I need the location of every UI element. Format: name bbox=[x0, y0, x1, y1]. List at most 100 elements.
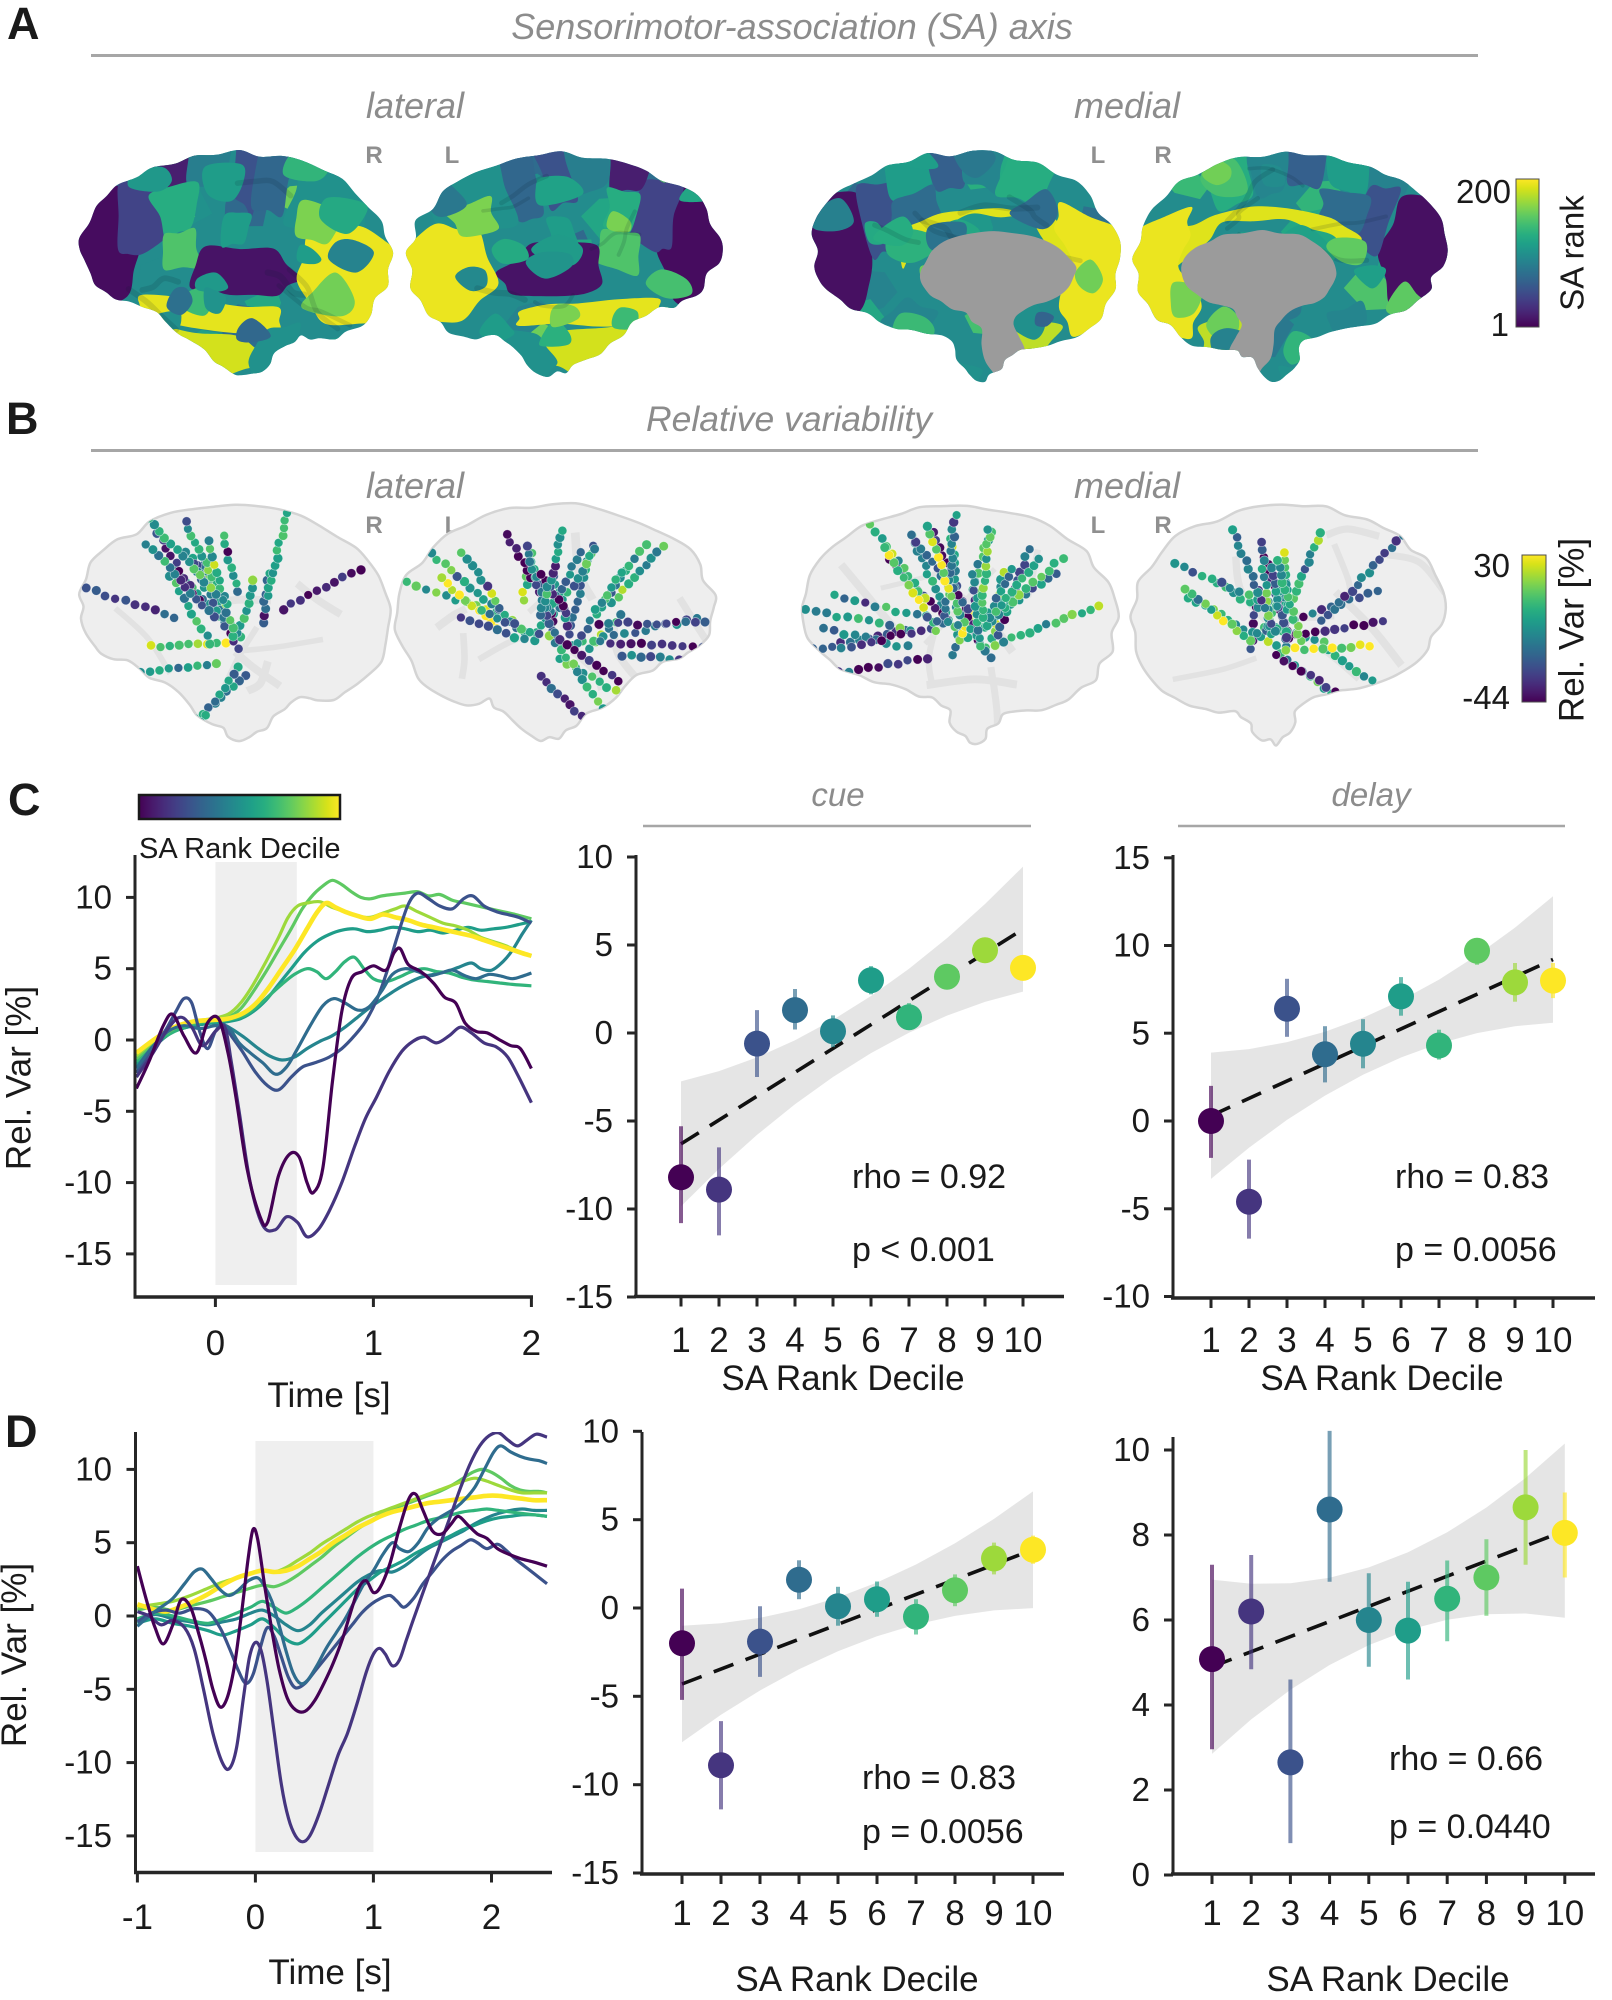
svg-text:D: D bbox=[5, 1406, 38, 1457]
svg-text:-10: -10 bbox=[565, 1190, 613, 1227]
svg-text:-5: -5 bbox=[590, 1677, 619, 1714]
svg-text:-15: -15 bbox=[571, 1854, 619, 1891]
svg-text:5: 5 bbox=[823, 1321, 842, 1360]
svg-text:R: R bbox=[1154, 512, 1171, 539]
svg-text:7: 7 bbox=[1437, 1894, 1456, 1933]
svg-text:5: 5 bbox=[1353, 1321, 1372, 1360]
svg-text:-15: -15 bbox=[565, 1278, 613, 1315]
svg-text:5: 5 bbox=[601, 1501, 619, 1538]
svg-text:rho = 0.83: rho = 0.83 bbox=[1395, 1158, 1549, 1196]
svg-text:1: 1 bbox=[1491, 306, 1509, 343]
svg-text:7: 7 bbox=[899, 1321, 918, 1360]
svg-text:4: 4 bbox=[785, 1321, 804, 1360]
svg-text:0: 0 bbox=[601, 1589, 619, 1626]
svg-text:8: 8 bbox=[1477, 1894, 1496, 1933]
svg-text:A: A bbox=[7, 0, 40, 49]
svg-text:30: 30 bbox=[1473, 547, 1510, 584]
svg-text:0: 0 bbox=[1132, 1856, 1150, 1893]
svg-text:Rel. Var [%]: Rel. Var [%] bbox=[0, 986, 39, 1170]
svg-text:2: 2 bbox=[709, 1321, 728, 1360]
svg-text:1: 1 bbox=[671, 1321, 690, 1360]
svg-text:8: 8 bbox=[945, 1894, 964, 1933]
svg-text:-5: -5 bbox=[83, 1092, 112, 1129]
svg-text:Rel. Var [%]: Rel. Var [%] bbox=[1553, 538, 1592, 722]
svg-text:SA Rank Decile: SA Rank Decile bbox=[139, 833, 341, 865]
svg-text:5: 5 bbox=[1132, 1014, 1150, 1051]
svg-text:-10: -10 bbox=[64, 1744, 112, 1781]
svg-text:2: 2 bbox=[1239, 1321, 1258, 1360]
svg-text:5: 5 bbox=[94, 1524, 112, 1561]
svg-text:9: 9 bbox=[975, 1321, 994, 1360]
svg-text:4: 4 bbox=[1132, 1686, 1150, 1723]
svg-text:1: 1 bbox=[672, 1894, 691, 1933]
svg-text:delay: delay bbox=[1332, 776, 1413, 813]
svg-text:-5: -5 bbox=[1121, 1190, 1150, 1227]
svg-text:Time [s]: Time [s] bbox=[268, 1953, 391, 1992]
svg-text:6: 6 bbox=[867, 1894, 886, 1933]
svg-text:6: 6 bbox=[1132, 1601, 1150, 1638]
svg-text:0: 0 bbox=[1132, 1102, 1150, 1139]
svg-text:Time [s]: Time [s] bbox=[267, 1376, 390, 1415]
svg-text:10: 10 bbox=[1113, 927, 1150, 964]
svg-text:-44: -44 bbox=[1462, 679, 1510, 716]
svg-text:4: 4 bbox=[1320, 1894, 1339, 1933]
svg-text:-10: -10 bbox=[571, 1766, 619, 1803]
svg-text:2: 2 bbox=[711, 1894, 730, 1933]
svg-text:Relative variability: Relative variability bbox=[646, 399, 934, 439]
svg-text:3: 3 bbox=[1281, 1894, 1300, 1933]
svg-text:9: 9 bbox=[1505, 1321, 1524, 1360]
svg-text:SA Rank Decile: SA Rank Decile bbox=[1266, 1960, 1509, 1999]
svg-text:0: 0 bbox=[595, 1014, 613, 1051]
svg-text:10: 10 bbox=[1534, 1321, 1573, 1360]
svg-text:2: 2 bbox=[1241, 1894, 1260, 1933]
svg-text:rho = 0.92: rho = 0.92 bbox=[852, 1158, 1006, 1196]
svg-text:rho = 0.66: rho = 0.66 bbox=[1389, 1740, 1543, 1778]
svg-text:C: C bbox=[8, 774, 41, 825]
svg-text:2: 2 bbox=[482, 1898, 501, 1937]
svg-text:10: 10 bbox=[576, 838, 613, 875]
svg-text:6: 6 bbox=[1391, 1321, 1410, 1360]
svg-text:Rel. Var [%]: Rel. Var [%] bbox=[0, 1563, 34, 1747]
svg-text:1: 1 bbox=[1202, 1894, 1221, 1933]
svg-text:L: L bbox=[445, 142, 460, 169]
svg-text:1: 1 bbox=[1201, 1321, 1220, 1360]
svg-text:0: 0 bbox=[94, 1597, 112, 1634]
svg-text:3: 3 bbox=[747, 1321, 766, 1360]
svg-text:2: 2 bbox=[522, 1324, 541, 1363]
svg-text:8: 8 bbox=[937, 1321, 956, 1360]
svg-text:200: 200 bbox=[1456, 173, 1511, 210]
svg-text:0: 0 bbox=[246, 1898, 265, 1937]
svg-text:lateral: lateral bbox=[366, 465, 465, 506]
svg-text:5: 5 bbox=[1359, 1894, 1378, 1933]
svg-text:8: 8 bbox=[1467, 1321, 1486, 1360]
svg-text:8: 8 bbox=[1132, 1516, 1150, 1553]
svg-text:5: 5 bbox=[828, 1894, 847, 1933]
svg-text:SA rank: SA rank bbox=[1554, 195, 1591, 311]
svg-text:L: L bbox=[1091, 512, 1106, 539]
svg-text:lateral: lateral bbox=[366, 85, 465, 126]
svg-text:medial: medial bbox=[1074, 465, 1181, 506]
svg-text:medial: medial bbox=[1074, 85, 1181, 126]
svg-text:R: R bbox=[1154, 142, 1171, 169]
svg-text:B: B bbox=[6, 393, 39, 444]
svg-text:1: 1 bbox=[364, 1324, 383, 1363]
svg-text:-10: -10 bbox=[64, 1164, 112, 1201]
svg-text:10: 10 bbox=[582, 1412, 619, 1449]
svg-text:1: 1 bbox=[364, 1898, 383, 1937]
svg-text:2: 2 bbox=[1132, 1771, 1150, 1808]
svg-text:p = 0.0440: p = 0.0440 bbox=[1389, 1808, 1551, 1846]
svg-text:SA Rank Decile: SA Rank Decile bbox=[735, 1960, 978, 1999]
svg-text:15: 15 bbox=[1113, 839, 1150, 876]
svg-text:-15: -15 bbox=[64, 1235, 112, 1272]
svg-text:4: 4 bbox=[789, 1894, 808, 1933]
svg-text:10: 10 bbox=[75, 878, 112, 915]
svg-text:7: 7 bbox=[906, 1894, 925, 1933]
svg-text:rho = 0.83: rho = 0.83 bbox=[862, 1759, 1016, 1797]
svg-text:-5: -5 bbox=[83, 1670, 112, 1707]
svg-text:4: 4 bbox=[1315, 1321, 1334, 1360]
svg-text:cue: cue bbox=[811, 776, 864, 813]
svg-text:6: 6 bbox=[1398, 1894, 1417, 1933]
svg-text:3: 3 bbox=[1277, 1321, 1296, 1360]
svg-text:5: 5 bbox=[94, 950, 112, 987]
svg-text:-15: -15 bbox=[64, 1817, 112, 1854]
